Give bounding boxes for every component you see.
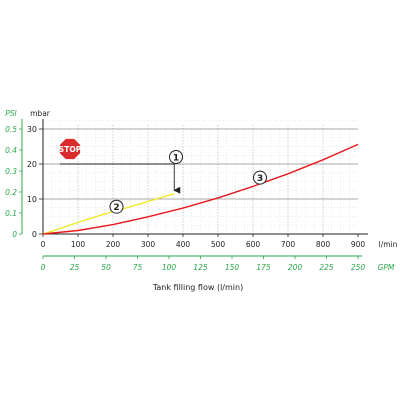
x-tick-label: 100 — [71, 240, 86, 249]
stop-sign-text: STOP — [59, 145, 82, 154]
x2-tick-label: 150 — [225, 263, 240, 272]
annotation-3: 3 — [253, 170, 267, 185]
x-tick-label: 700 — [281, 240, 296, 249]
series — [42, 143, 359, 235]
y-tick-label: 10 — [27, 195, 37, 204]
annotation-circle — [169, 150, 183, 164]
x-tick-label: 800 — [316, 240, 331, 249]
y2-axis-unit: PSI — [5, 109, 17, 118]
y2-tick-label: 0 — [12, 230, 17, 239]
series-3-line — [42, 143, 359, 235]
y-tick-label: 0 — [32, 230, 37, 239]
annotation-label: 2 — [113, 203, 119, 213]
stop-sign-octagon — [58, 137, 82, 161]
x2-tick-label: 250 — [351, 263, 366, 272]
x-axis-title: Tank filling flow (l/min) — [152, 283, 243, 292]
y-axis-unit: mbar — [30, 109, 51, 118]
annotation-circle — [253, 170, 267, 185]
y2-tick-label: 0.4 — [5, 146, 17, 155]
y2-tick-label: 0.5 — [5, 125, 17, 134]
x2-tick-label: 0 — [41, 263, 46, 272]
annotation-2: 2 — [109, 199, 124, 214]
x-tick-label: 300 — [141, 240, 156, 249]
series-2-line — [42, 193, 175, 235]
y2-tick-label: 0.2 — [5, 188, 17, 197]
x2-tick-label: 100 — [162, 263, 177, 272]
x2-tick-label: 225 — [319, 263, 334, 272]
y2-tick-label: 0.3 — [5, 167, 17, 176]
x2-tick-label: 125 — [193, 263, 208, 272]
annotation-label: 1 — [173, 153, 179, 163]
y2-tick-label: 0.1 — [5, 209, 17, 218]
annotation-circle — [109, 199, 124, 214]
x2-tick-label: 200 — [288, 263, 303, 272]
x-tick-label: 200 — [106, 240, 121, 249]
x-tick-label: 400 — [176, 240, 191, 249]
stop-sign-icon: STOP — [58, 137, 82, 161]
x-tick-label: 500 — [211, 240, 226, 249]
x2-axis-unit: GPM — [378, 263, 395, 272]
x-axis-unit: l/min — [379, 240, 398, 249]
x2-tick-label: 25 — [70, 263, 80, 272]
x-tick-label: 900 — [351, 240, 366, 249]
annotation-label: 3 — [257, 174, 263, 184]
y-tick-label: 20 — [27, 160, 37, 169]
x2-tick-label: 175 — [256, 263, 271, 272]
grid — [43, 120, 358, 234]
annotation-1: 1 — [169, 150, 183, 164]
x2-tick-label: 50 — [101, 263, 111, 272]
y-tick-label: 30 — [27, 125, 37, 134]
x-tick-label: 600 — [246, 240, 261, 249]
x2-tick-label: 75 — [133, 263, 143, 272]
x-tick-label: 0 — [41, 240, 46, 249]
annotations: 1 2 3 STOP — [58, 137, 267, 214]
